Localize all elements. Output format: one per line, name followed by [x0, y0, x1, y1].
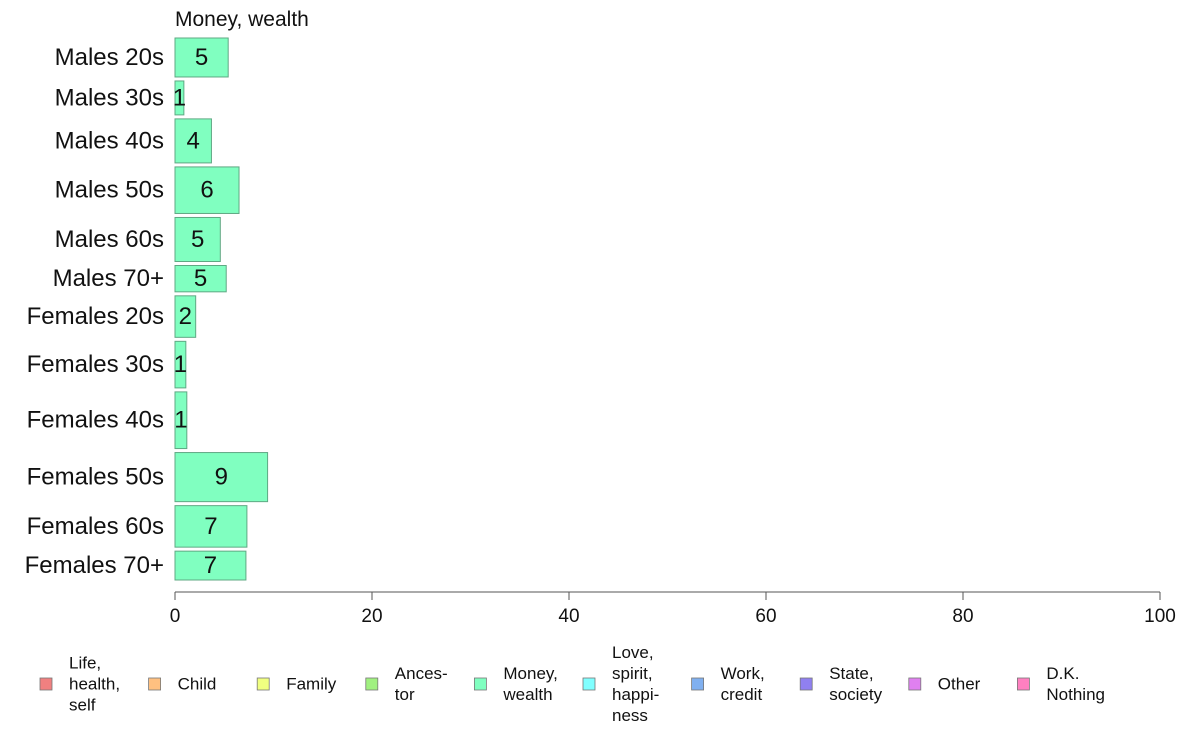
bar — [174, 505, 248, 548]
bar-value-label: 4 — [187, 127, 200, 154]
y-axis-labels: Males 20s Males 30s Males 40s Males 50s Male… — [25, 44, 164, 579]
bar — [174, 265, 227, 293]
bar-value-label: 5 — [194, 265, 207, 292]
bar-value-label: 5 — [195, 44, 208, 71]
legend-swatch — [908, 677, 922, 691]
category-label: Females 30s — [27, 351, 164, 378]
legend-label: Work, credit — [721, 664, 765, 704]
x-tick-label: 100 — [1144, 606, 1176, 627]
bar — [174, 118, 212, 164]
bar-value-label: 9 — [215, 464, 228, 491]
category-label: Females 20s — [27, 303, 164, 330]
bar — [174, 80, 185, 116]
bar — [174, 550, 247, 581]
legend-swatch — [1017, 677, 1030, 691]
category-label: Females 70+ — [25, 552, 164, 579]
category-label: Males 20s — [55, 44, 164, 71]
bar-value-label: 6 — [200, 177, 213, 204]
legend-label: Family — [286, 675, 337, 694]
bar-value-label: 7 — [204, 552, 217, 579]
legend-label: Love, spirit, happi-ness — [612, 643, 659, 725]
category-label: Males 60s — [55, 226, 164, 253]
legend-swatch — [691, 677, 704, 691]
legend-swatch — [256, 677, 270, 691]
category-label: Females 40s — [27, 407, 164, 434]
bar — [174, 166, 240, 214]
bar — [174, 216, 221, 263]
legend-swatch — [39, 677, 53, 691]
x-tick-label: 60 — [755, 606, 776, 627]
bar-value-label: 1 — [173, 84, 186, 111]
x-tick-label: 40 — [558, 606, 579, 627]
category-label: Males 30s — [55, 84, 164, 111]
x-tick-label: 20 — [361, 606, 382, 627]
bar-value-label: 1 — [174, 351, 187, 378]
legend-label: Child — [178, 675, 217, 694]
legend-swatch — [365, 677, 379, 691]
legend-swatch — [582, 677, 596, 691]
x-axis-ticks: 0 20 40 60 80 100 — [170, 592, 1176, 627]
bar — [174, 452, 269, 503]
bar — [174, 391, 188, 450]
x-tick-label: 80 — [952, 606, 973, 627]
bar — [174, 340, 187, 389]
legend-label: Other — [938, 675, 981, 694]
category-label: Males 40s — [55, 127, 164, 154]
legend-label: Life, health, self — [69, 654, 120, 715]
legend-label: D.K. Nothing — [1046, 664, 1105, 704]
legend-swatch — [799, 677, 813, 691]
bar-value-label: 1 — [174, 407, 187, 434]
x-tick-label: 0 — [170, 606, 181, 627]
legend-swatch — [473, 677, 487, 691]
legend-label: Ances-tor — [395, 664, 448, 704]
legend-label: Money, wealth — [502, 664, 558, 704]
category-label: Females 60s — [27, 513, 164, 540]
legend-swatch — [148, 677, 162, 691]
legend: Life, health, self Child Family Ances-tor Mone… — [39, 643, 1105, 725]
legend-label: State, society — [829, 664, 882, 704]
category-label: Females 50s — [27, 464, 164, 491]
chart-title: Money, wealth — [175, 8, 309, 31]
bar-value-label: 7 — [204, 513, 217, 540]
bar — [174, 37, 229, 78]
bar — [174, 295, 197, 338]
bar-value-label: 5 — [191, 226, 204, 253]
bar-value-label: 2 — [179, 303, 192, 330]
category-label: Males 70+ — [53, 265, 164, 292]
category-label: Males 50s — [55, 177, 164, 204]
